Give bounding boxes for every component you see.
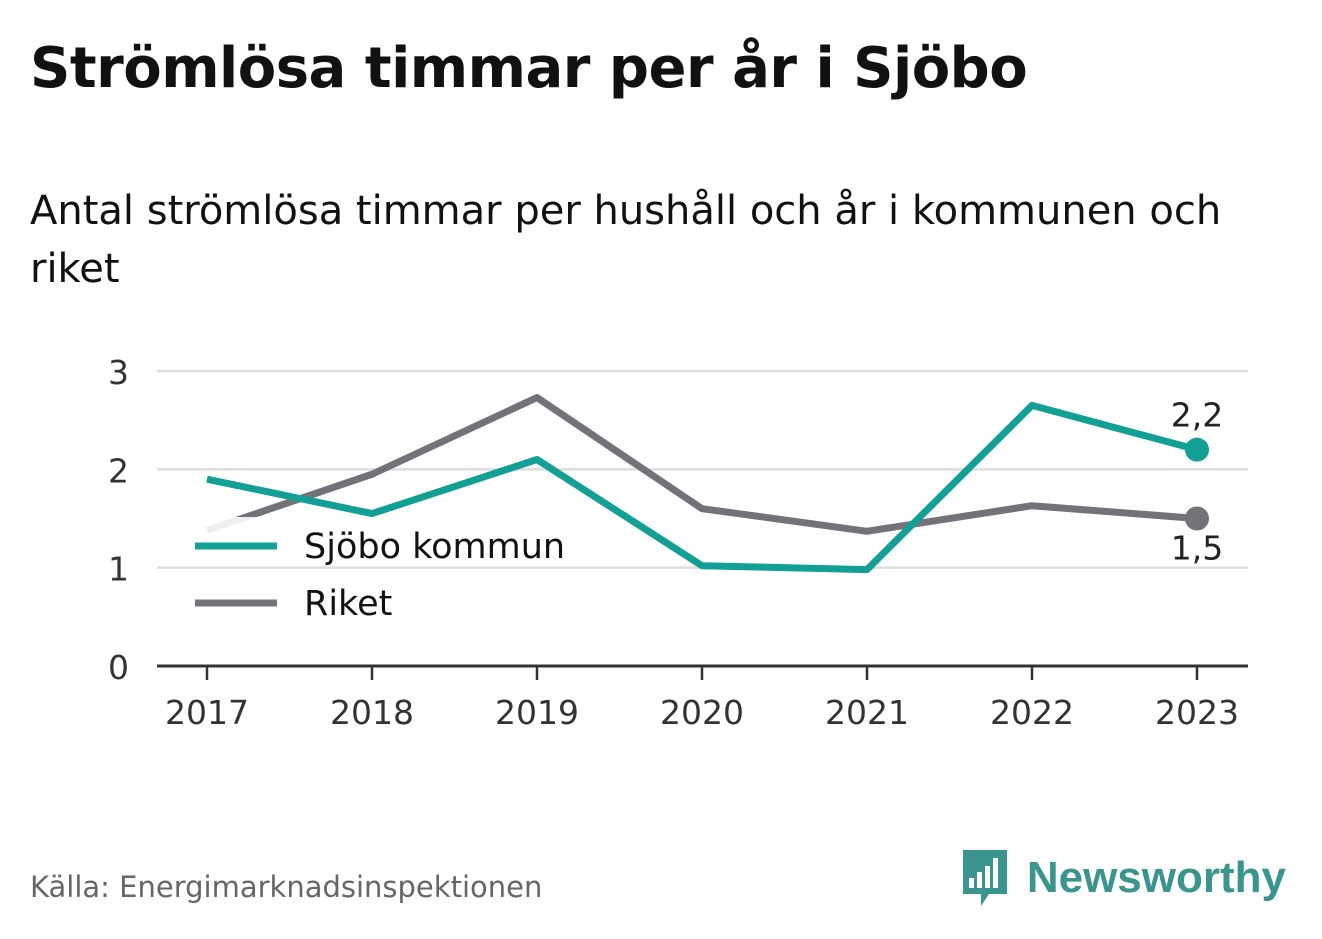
series-end-point-sjobo-kommun	[1185, 437, 1209, 462]
legend-label-riket: Riket	[304, 584, 392, 624]
series-line-sjobo-kommun	[206, 401, 1198, 574]
x-tick-label: 2021	[825, 693, 909, 732]
x-tick-label: 2017	[165, 693, 249, 732]
x-tick-label: 2018	[330, 693, 414, 732]
y-tick-label: 0	[108, 648, 129, 687]
source-note: Källa: Energimarknadsinspektionen	[30, 870, 543, 904]
bar-chart-speech-bubble-icon	[962, 850, 1007, 906]
data-label-sjobo-kommun: 2,2	[1171, 396, 1223, 435]
x-tick-label: 2022	[990, 693, 1074, 732]
y-tick-label: 1	[108, 550, 129, 589]
brand-logo: Newsworthy	[961, 848, 1286, 908]
series-line-riket	[205, 394, 1198, 535]
legend-background	[183, 517, 588, 564]
chart-subtitle: Antal strömlösa timmar per hushåll och å…	[30, 188, 1222, 292]
y-tick-label: 3	[108, 353, 129, 392]
data-label-riket: 1,5	[1171, 529, 1223, 568]
chart-title: Strömlösa timmar per år i Sjöbo	[30, 36, 1028, 101]
brand-name: Newsworthy	[1026, 853, 1286, 902]
legend-label-sjobo-kommun: Sjöbo kommun	[304, 527, 565, 567]
x-tick-label: 2020	[660, 693, 744, 732]
x-tick-label: 2023	[1155, 693, 1239, 732]
x-tick-label: 2019	[495, 693, 579, 732]
series-end-point-riket	[1185, 506, 1209, 531]
y-tick-label: 2	[108, 451, 129, 490]
